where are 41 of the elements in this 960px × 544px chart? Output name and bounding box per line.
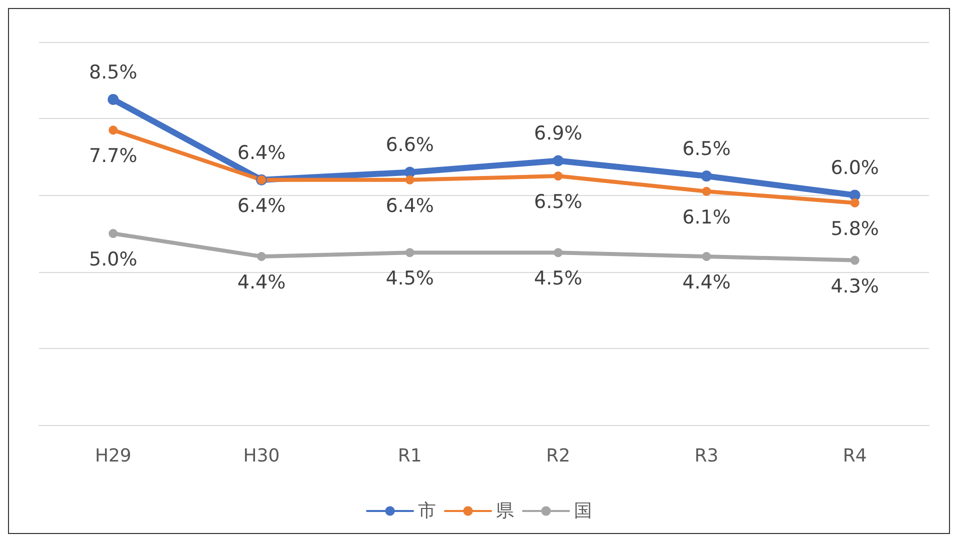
data-label: 4.4% <box>237 271 286 294</box>
data-label: 4.3% <box>830 275 879 298</box>
point <box>108 229 118 238</box>
data-label: 5.8% <box>830 218 879 240</box>
legend-label: 国 <box>574 500 592 522</box>
data-label: 6.1% <box>682 206 731 228</box>
point <box>108 94 119 105</box>
x-tick-label: H29 <box>94 446 132 466</box>
x-tick-label: H30 <box>243 446 280 466</box>
x-tick-label: R1 <box>398 446 422 466</box>
point <box>257 252 266 261</box>
x-tick-label: R2 <box>546 446 570 466</box>
data-label: 8.5% <box>89 61 138 84</box>
data-label: 4.5% <box>386 268 434 290</box>
legend-label: 市 <box>418 500 436 522</box>
point <box>850 198 860 208</box>
data-label: 6.5% <box>534 191 582 214</box>
data-label: 6.4% <box>237 194 286 217</box>
data-label: 6.9% <box>534 122 582 145</box>
point <box>702 186 711 196</box>
legend-label: 県 <box>496 500 514 522</box>
point <box>702 252 711 261</box>
data-label: 6.4% <box>237 142 286 164</box>
point <box>554 172 563 181</box>
data-label: 6.0% <box>830 157 879 180</box>
point <box>552 155 564 166</box>
point <box>108 126 118 135</box>
data-label: 6.6% <box>386 134 434 156</box>
data-label: 4.4% <box>682 271 731 294</box>
point <box>405 175 414 184</box>
x-tick-label: R3 <box>694 446 718 466</box>
data-label: 7.7% <box>89 145 138 168</box>
data-label: 4.5% <box>534 268 582 290</box>
data-label: 5.0% <box>89 248 138 270</box>
point <box>554 248 563 258</box>
point <box>701 170 712 182</box>
data-label: 6.5% <box>682 138 731 160</box>
x-tick-label: R4 <box>842 446 867 466</box>
data-label: 6.4% <box>386 194 434 217</box>
point <box>405 248 414 258</box>
point <box>850 256 860 265</box>
